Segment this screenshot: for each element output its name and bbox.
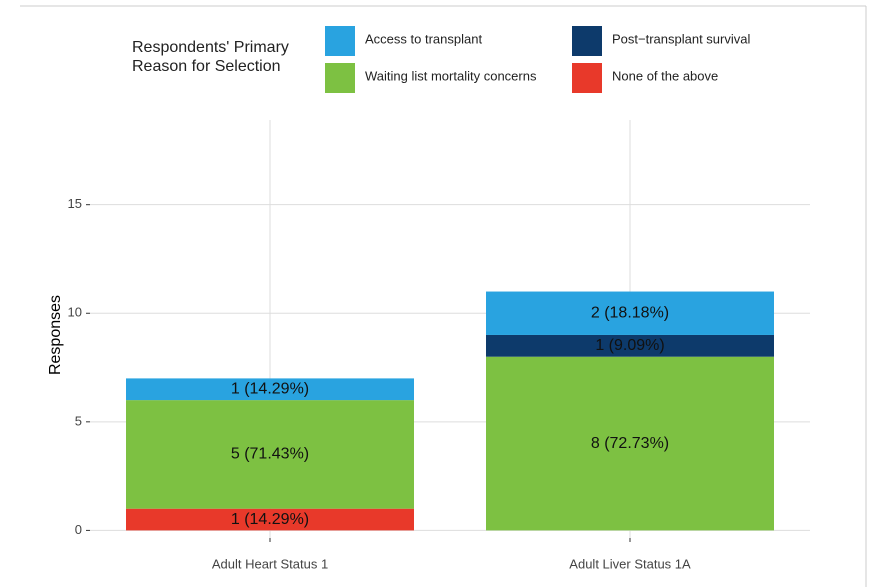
y-tick-label: 15 [68, 196, 82, 211]
data-label: 8 (72.73%) [591, 435, 669, 452]
data-label: 1 (14.29%) [231, 380, 309, 397]
y-tick-label: 5 [75, 413, 82, 428]
y-tick-label: 10 [68, 305, 82, 320]
x-tick-label: Adult Heart Status 1 [212, 556, 328, 571]
bar-segment [486, 356, 774, 531]
legend-label: Waiting list mortality concerns [365, 68, 537, 83]
legend-label: Access to transplant [365, 31, 482, 46]
legend-swatch [572, 63, 602, 93]
data-label: 2 (18.18%) [591, 304, 669, 321]
bar-segment [126, 400, 414, 509]
bar-segment [126, 508, 414, 531]
bar-segment [486, 334, 774, 357]
legend-title: Respondents' Primary Reason for Selectio… [132, 39, 289, 75]
bar-segment [486, 291, 774, 335]
data-label: 5 (71.43%) [231, 446, 309, 463]
legend-swatch [325, 63, 355, 93]
bar-segment [126, 378, 414, 401]
legend-swatch [572, 26, 602, 56]
x-tick-label: Adult Liver Status 1A [569, 556, 691, 571]
legend-label: None of the above [612, 68, 718, 83]
legend-swatch [325, 26, 355, 56]
y-tick-label: 0 [75, 522, 82, 537]
data-label: 1 (9.09%) [595, 337, 664, 354]
data-label: 1 (14.29%) [231, 511, 309, 528]
legend-label: Post−transplant survival [612, 31, 750, 46]
y-axis-label: Responses [47, 295, 64, 375]
